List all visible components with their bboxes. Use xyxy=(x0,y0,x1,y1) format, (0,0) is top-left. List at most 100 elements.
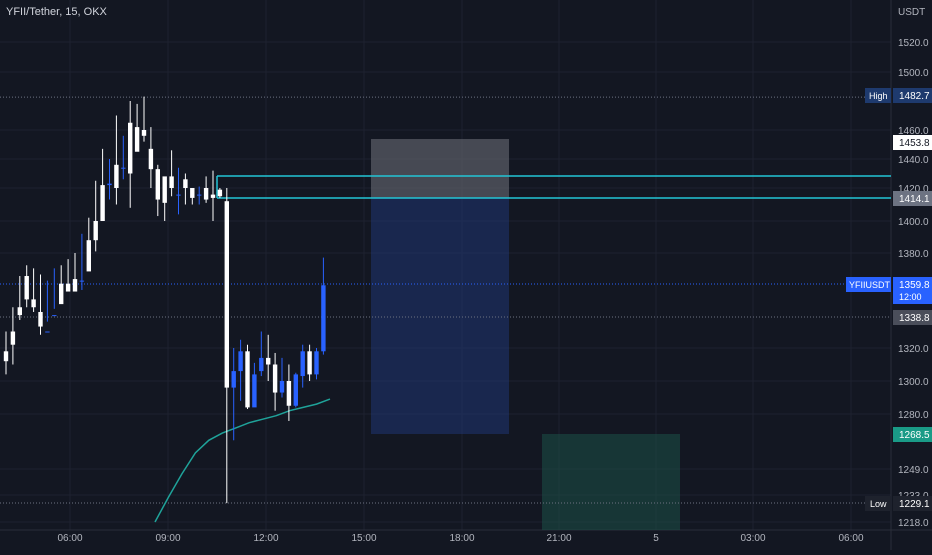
candle-body xyxy=(293,374,298,406)
candle-body xyxy=(238,351,243,372)
currency-unit: USDT xyxy=(898,7,926,18)
low-value: 1229.1 xyxy=(899,499,930,510)
candle-body xyxy=(45,331,50,333)
symbol-label-box xyxy=(846,277,891,292)
position-zones[interactable] xyxy=(371,138,680,530)
candle-body xyxy=(128,122,133,174)
candle-body xyxy=(300,351,305,377)
high-value: 1482.7 xyxy=(899,91,930,102)
last-price-box xyxy=(893,277,932,304)
candle-body xyxy=(314,351,319,375)
high-value-box xyxy=(893,88,932,103)
candle-body xyxy=(100,185,105,221)
candle-body xyxy=(217,189,223,197)
candle-body xyxy=(52,315,57,317)
low-value-box xyxy=(893,496,932,511)
candle-body xyxy=(17,307,22,316)
level-upper-box xyxy=(893,135,932,150)
price-tick: 1380.0 xyxy=(898,249,929,260)
level-mid-value: 1338.8 xyxy=(899,313,930,324)
price-tick: 1300.0 xyxy=(898,377,929,388)
candle-body xyxy=(190,188,195,198)
price-levels[interactable] xyxy=(0,96,891,504)
level-mid-box xyxy=(893,310,932,325)
candle-body xyxy=(162,176,167,203)
symbol-title[interactable]: YFII/Tether, 15, OKX xyxy=(6,6,107,18)
time-axis[interactable]: 06:00 09:00 12:00 15:00 18:00 21:00 5 03… xyxy=(57,533,863,544)
candle-body xyxy=(72,279,78,292)
time-tick: 15:00 xyxy=(351,533,376,544)
time-tick: 5 xyxy=(653,533,659,544)
candle-body xyxy=(148,148,154,170)
time-tick: 21:00 xyxy=(546,533,571,544)
candle-body xyxy=(24,276,29,300)
symbol-label: YFIIUSDT xyxy=(849,280,891,290)
price-tick: 1420.0 xyxy=(898,184,929,195)
candle-body xyxy=(31,299,36,308)
candle-body xyxy=(272,364,278,393)
candle-body xyxy=(252,374,257,408)
candle-body xyxy=(59,283,64,305)
price-tick: 1500.0 xyxy=(898,68,929,79)
time-tick: 03:00 xyxy=(740,533,765,544)
stop-loss-zone xyxy=(371,138,509,198)
candle-body xyxy=(210,194,216,198)
low-label: Low xyxy=(870,499,887,509)
candle-body xyxy=(224,201,229,388)
ma-path xyxy=(154,398,331,523)
candle-body xyxy=(3,351,9,362)
axis-price-labels[interactable]: High 1482.7 1453.8 1414.1 YFIIUSDT 1359.… xyxy=(846,88,932,511)
candle-body xyxy=(321,285,326,352)
candle-body xyxy=(169,176,174,188)
time-tick: 09:00 xyxy=(155,533,180,544)
price-tick: 1400.0 xyxy=(898,217,929,228)
candle-body xyxy=(197,194,202,196)
moving-average-line xyxy=(154,398,331,523)
candle-body xyxy=(141,130,147,136)
high-label-box xyxy=(865,88,891,103)
candle-body xyxy=(107,183,112,186)
price-tick: 1320.0 xyxy=(898,344,929,355)
level-target-box xyxy=(893,427,932,442)
candle-body xyxy=(10,331,16,345)
low-label-box xyxy=(865,496,891,511)
candle-body xyxy=(231,371,236,388)
candle-body xyxy=(259,357,264,372)
candle-body xyxy=(307,351,312,375)
price-tick: 1249.0 xyxy=(898,465,929,476)
time-tick: 12:00 xyxy=(253,533,278,544)
candle-body xyxy=(245,351,250,408)
candle-body xyxy=(86,240,91,272)
target-zone xyxy=(542,434,680,530)
level-target-value: 1268.5 xyxy=(899,430,930,441)
candle-body xyxy=(176,194,181,196)
high-label: High xyxy=(869,91,888,101)
candle-body xyxy=(203,188,209,200)
candle-body xyxy=(38,311,43,327)
candle-body xyxy=(183,179,188,188)
level-entry-box xyxy=(893,191,932,206)
price-tick: 1280.0 xyxy=(898,410,929,421)
candle-body xyxy=(114,164,119,188)
price-tick: 1520.0 xyxy=(898,38,929,49)
candle-body xyxy=(279,381,285,393)
time-tick: 18:00 xyxy=(449,533,474,544)
candle-body xyxy=(79,280,85,282)
price-tick: 1218.0 xyxy=(898,518,929,529)
profit-zone xyxy=(371,197,509,434)
candle-body xyxy=(93,221,98,241)
candle-body xyxy=(134,127,140,152)
level-entry-value: 1414.1 xyxy=(899,194,930,205)
candlestick-series xyxy=(3,96,326,504)
candle-body xyxy=(65,283,71,292)
level-upper-value: 1453.8 xyxy=(899,138,930,149)
candle-body xyxy=(266,357,271,365)
price-tick: 1440.0 xyxy=(898,155,929,166)
countdown-value: 12:00 xyxy=(899,292,922,302)
last-price-value: 1359.8 xyxy=(899,280,930,291)
time-tick: 06:00 xyxy=(57,533,82,544)
candle-body xyxy=(286,381,292,406)
time-tick: 06:00 xyxy=(838,533,863,544)
